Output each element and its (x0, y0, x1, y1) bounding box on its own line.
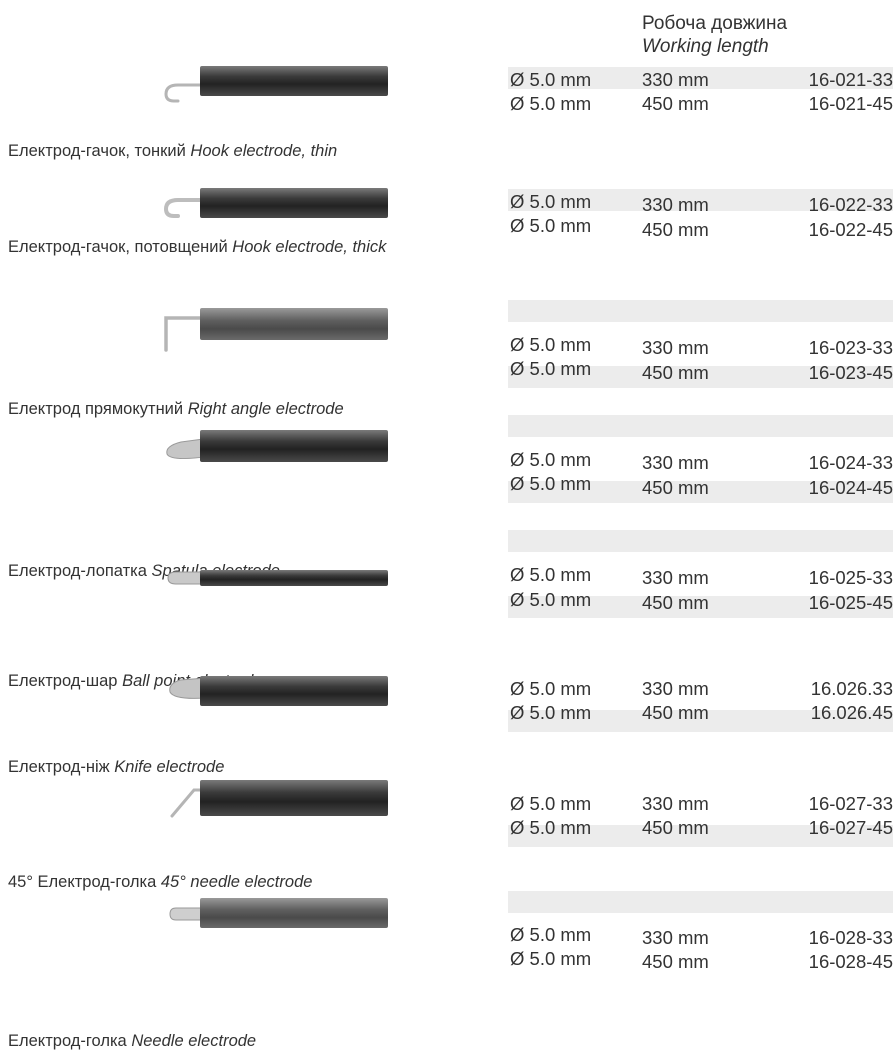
thick-hook-tip-icon (163, 198, 210, 218)
thin-hook-tip-icon (164, 83, 210, 103)
working-length-label-uk: Робоча довжина (642, 13, 788, 34)
spatula-tip-icon (166, 437, 212, 460)
table-row-band (508, 710, 893, 732)
right-angle-tip-icon (164, 316, 208, 352)
length-cell: 450 mm (642, 477, 709, 498)
diameter-cell: Ø 5.0 mm (510, 817, 592, 838)
product-caption: Електрод-гачок, тонкий Hook electrode, t… (8, 140, 337, 162)
table-row-band (508, 825, 893, 847)
article-code-cell: 16-022-33 (808, 194, 893, 215)
table-row-band (508, 415, 893, 437)
length-cell: 450 mm (642, 951, 709, 972)
table-row-band (508, 530, 893, 552)
length-cell: 330 mm (642, 678, 709, 699)
article-code-cell: 16-024-45 (808, 477, 893, 498)
length-cell: 450 mm (642, 592, 709, 613)
diameter-cell: Ø 5.0 mm (510, 589, 592, 610)
article-code-cell: 16-027-45 (808, 817, 893, 838)
article-code-cell: 16-028-45 (808, 951, 893, 972)
caption-uk: Електрод-гачок, потовщений (8, 238, 228, 256)
caption-uk: 45° Електрод-голка (8, 873, 157, 891)
knife-tip-icon (169, 677, 207, 699)
diameter-cell: Ø 5.0 mm (510, 358, 592, 379)
length-cell: 330 mm (642, 793, 709, 814)
length-cell: 330 mm (642, 567, 709, 588)
article-code-cell: 16-027-33 (808, 793, 893, 814)
diameter-cell: Ø 5.0 mm (510, 69, 592, 90)
caption-uk: Електрод-гачок, тонкий (8, 142, 186, 160)
article-code-cell: 16.026.45 (810, 702, 893, 723)
diameter-cell: Ø 5.0 mm (510, 564, 592, 585)
length-cell: 330 mm (642, 927, 709, 948)
caption-uk: Електрод-шар (8, 672, 118, 690)
article-code-cell: 16-021-33 (808, 69, 893, 90)
caption-en: Hook electrode, thick (232, 238, 387, 256)
caption-en: Needle electrode (131, 1032, 257, 1050)
article-code-cell: 16-025-45 (808, 592, 893, 613)
product-caption: Електрод-гачок, потовщений Hook electrod… (8, 236, 386, 258)
electrode-shaft (200, 570, 388, 586)
length-cell: 450 mm (642, 702, 709, 723)
working-length-header: Робоча довжина Working length (642, 12, 787, 58)
caption-uk: Електрод-голка (8, 1032, 127, 1050)
electrode-shaft (200, 676, 388, 706)
diameter-cell: Ø 5.0 mm (510, 334, 592, 355)
length-cell: 330 mm (642, 452, 709, 473)
caption-uk: Електрод-лопатка (8, 562, 147, 580)
electrode-shaft (200, 780, 388, 816)
table-row-band (508, 67, 893, 89)
table-row-band (508, 366, 893, 388)
article-code-cell: 16-021-45 (808, 93, 893, 114)
article-code-cell: 16-022-45 (808, 219, 893, 240)
table-row-band (508, 481, 893, 503)
article-code-cell: 16-025-33 (808, 567, 893, 588)
length-cell: 450 mm (642, 817, 709, 838)
article-code-cell: 16-023-45 (808, 362, 893, 383)
working-length-label-en: Working length (642, 36, 769, 57)
electrode-shaft (200, 308, 388, 340)
diameter-cell: Ø 5.0 mm (510, 948, 592, 969)
caption-en: Right angle electrode (187, 400, 344, 418)
article-code-cell: 16-028-33 (808, 927, 893, 948)
table-row-band (508, 596, 893, 618)
length-cell: 450 mm (642, 93, 709, 114)
caption-en: Knife electrode (114, 758, 225, 776)
diameter-cell: Ø 5.0 mm (510, 191, 592, 212)
caption-uk: Електрод-ніж (8, 758, 110, 776)
product-caption: Електрод-голка Needle electrode (8, 1030, 256, 1052)
caption-uk: Електрод прямокутний (8, 400, 184, 418)
product-caption: 45° Електрод-голка 45° needle electrode (8, 871, 312, 893)
needle-tip-icon (169, 907, 205, 921)
length-cell: 330 mm (642, 194, 709, 215)
diameter-cell: Ø 5.0 mm (510, 678, 592, 699)
length-cell: 450 mm (642, 362, 709, 383)
table-row-band (508, 189, 893, 211)
product-caption: Електрод-ніж Knife electrode (8, 756, 224, 778)
caption-en: Hook electrode, thin (190, 142, 338, 160)
diameter-cell: Ø 5.0 mm (510, 924, 592, 945)
length-cell: 330 mm (642, 69, 709, 90)
table-row-band (508, 891, 893, 913)
length-cell: 450 mm (642, 219, 709, 240)
diameter-cell: Ø 5.0 mm (510, 473, 592, 494)
diameter-cell: Ø 5.0 mm (510, 449, 592, 470)
electrode-shaft (200, 188, 388, 218)
electrode-shaft (200, 430, 388, 462)
length-cell: 330 mm (642, 337, 709, 358)
electrode-shaft (200, 898, 388, 928)
ball-point-tip-icon (167, 571, 205, 585)
product-caption: Електрод прямокутний Right angle electro… (8, 398, 344, 420)
article-code-cell: 16-023-33 (808, 337, 893, 358)
diameter-cell: Ø 5.0 mm (510, 702, 592, 723)
article-code-cell: 16.026.33 (810, 678, 893, 699)
electrode-shaft (200, 66, 388, 96)
diameter-cell: Ø 5.0 mm (510, 215, 592, 236)
article-code-cell: 16-024-33 (808, 452, 893, 473)
diameter-cell: Ø 5.0 mm (510, 793, 592, 814)
table-row-band (508, 300, 893, 322)
diameter-cell: Ø 5.0 mm (510, 93, 592, 114)
caption-en: 45° needle electrode (160, 873, 313, 891)
